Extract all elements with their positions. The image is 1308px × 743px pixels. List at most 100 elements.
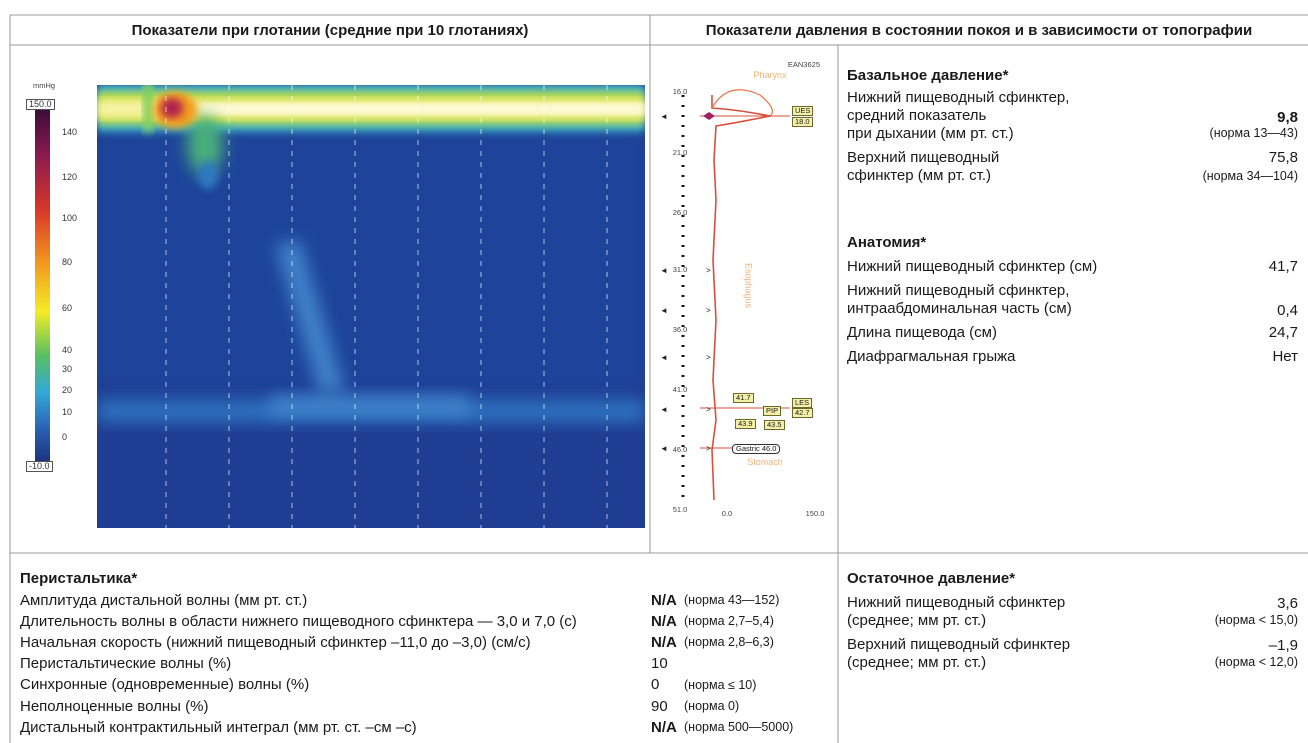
row-label: при дыхании (мм рт. ст.) bbox=[847, 126, 1014, 141]
scale-label: 150.0 bbox=[26, 99, 55, 110]
row-value: N/A bbox=[651, 720, 677, 735]
row-label: сфинктер (мм рт. ст.) bbox=[847, 168, 991, 183]
svg-text:◄: ◄ bbox=[660, 266, 668, 275]
marker-label: 42.7 bbox=[792, 408, 813, 418]
marker-label: PIP bbox=[763, 406, 781, 416]
svg-text:◄: ◄ bbox=[660, 444, 668, 453]
row-value: –1,9 bbox=[1269, 638, 1298, 653]
row-value: 10 bbox=[651, 656, 668, 671]
norm: (норма < 12,0) bbox=[1215, 656, 1298, 669]
scale-label: 80 bbox=[62, 258, 72, 267]
row-label: Неполноценные волны (%) bbox=[20, 699, 208, 714]
row-label: Начальная скорость (нижний пищеводный сф… bbox=[20, 635, 531, 650]
section-heading: Остаточное давление* bbox=[847, 571, 1015, 586]
scale-label: 40 bbox=[62, 346, 72, 355]
unit-label: mmHg bbox=[33, 82, 55, 90]
row-label: (среднее; мм рт. ст.) bbox=[847, 655, 986, 670]
svg-text:>: > bbox=[706, 266, 711, 275]
row-label: Длина пищевода (см) bbox=[847, 325, 997, 340]
row-label: Нижний пищеводный сфинктер bbox=[847, 595, 1065, 610]
marker-label: 18.0 bbox=[792, 117, 813, 127]
scale-label: 20 bbox=[62, 386, 72, 395]
row-label: Нижний пищеводный сфинктер, bbox=[847, 90, 1069, 105]
section-heading: Базальное давление* bbox=[847, 68, 1008, 83]
scale-label: 120 bbox=[62, 173, 77, 182]
depth-label: 46.0 bbox=[673, 446, 688, 454]
report: ◄ ◄ ◄ ◄ ◄ ◄ > > > > > Показатели при глотании (… bbox=[0, 0, 1308, 743]
scale-label: -10.0 bbox=[26, 461, 53, 472]
colorbar bbox=[35, 100, 50, 465]
row-value: Нет bbox=[1272, 349, 1298, 364]
norm: (норма < 15,0) bbox=[1215, 614, 1298, 627]
depth-label: 51.0 bbox=[673, 506, 688, 514]
row-label: средний показатель bbox=[847, 108, 986, 123]
svg-text:>: > bbox=[706, 353, 711, 362]
probe-id: EAN3625 bbox=[788, 61, 820, 69]
row-value: 9,8 bbox=[1277, 110, 1298, 125]
row-label: интраабдоминальная часть (см) bbox=[847, 301, 1072, 316]
row-value: 0,4 bbox=[1277, 303, 1298, 318]
marker-label: LES bbox=[792, 398, 812, 408]
row-value: 3,6 bbox=[1277, 596, 1298, 611]
svg-text:>: > bbox=[706, 306, 711, 315]
norm: (норма 43—152) bbox=[684, 594, 779, 607]
marker-label: Gastric 46.0 bbox=[732, 444, 780, 454]
region-label: Esophagus bbox=[744, 262, 753, 307]
x-label: 150.0 bbox=[806, 510, 825, 518]
scale-label: 60 bbox=[62, 304, 72, 313]
row-value: 24,7 bbox=[1269, 325, 1298, 340]
depth-label: 16.0 bbox=[673, 88, 688, 96]
row-value: 90 bbox=[651, 699, 668, 714]
scale-label: 100 bbox=[62, 214, 77, 223]
section-title: Показатели давления в состоянии покоя и … bbox=[706, 23, 1252, 38]
depth-label: 36.0 bbox=[673, 326, 688, 334]
marker-label: 41.7 bbox=[733, 393, 754, 403]
row-value: 41,7 bbox=[1269, 259, 1298, 274]
row-label: Верхний пищеводный сфинктер bbox=[847, 637, 1070, 652]
norm: (норма 2,7–5,4) bbox=[684, 615, 774, 628]
row-label: Дистальный контрактильный интеграл (мм р… bbox=[20, 720, 417, 735]
svg-text:>: > bbox=[706, 405, 711, 414]
svg-text:◄: ◄ bbox=[660, 112, 668, 121]
scale-label: 10 bbox=[62, 408, 72, 417]
row-label: Нижний пищеводный сфинктер (см) bbox=[847, 259, 1097, 274]
row-label: Амплитуда дистальной волны (мм рт. ст.) bbox=[20, 593, 307, 608]
norm: (норма 500—5000) bbox=[684, 721, 793, 734]
row-value: N/A bbox=[651, 614, 677, 629]
marker-label: 43.5 bbox=[764, 420, 785, 430]
row-label: Синхронные (одновременные) волны (%) bbox=[20, 677, 309, 692]
svg-text:◄: ◄ bbox=[660, 306, 668, 315]
row-label: (среднее; мм рт. ст.) bbox=[847, 613, 986, 628]
marker-label: UES bbox=[792, 106, 813, 116]
svg-text:>: > bbox=[706, 444, 711, 453]
row-label: Длительность волны в области нижнего пищ… bbox=[20, 614, 577, 629]
section-heading: Перистальтика* bbox=[20, 571, 137, 586]
depth-label: 21.0 bbox=[673, 149, 688, 157]
section-title: Показатели при глотании (средние при 10 … bbox=[132, 23, 529, 38]
row-value: 0 bbox=[651, 677, 659, 692]
x-label: 0.0 bbox=[722, 510, 732, 518]
section-heading: Анатомия* bbox=[847, 235, 926, 250]
depth-label: 26.0 bbox=[673, 209, 688, 217]
row-label: Перистальтические волны (%) bbox=[20, 656, 231, 671]
depth-label: 41.0 bbox=[673, 386, 688, 394]
row-label: Верхний пищеводный bbox=[847, 150, 999, 165]
norm: (норма ≤ 10) bbox=[684, 679, 756, 692]
row-value: N/A bbox=[651, 593, 677, 608]
svg-text:◄: ◄ bbox=[660, 353, 668, 362]
norm: (норма 2,8–6,3) bbox=[684, 636, 774, 649]
region-label: Stomach bbox=[747, 458, 783, 467]
pressure-heatmap bbox=[97, 82, 645, 528]
scale-label: 140 bbox=[62, 128, 77, 137]
row-label: Нижний пищеводный сфинктер, bbox=[847, 283, 1069, 298]
svg-text:◄: ◄ bbox=[660, 405, 668, 414]
row-value: 75,8 bbox=[1269, 150, 1298, 165]
norm: (норма 0) bbox=[684, 700, 739, 713]
graphics: ◄ ◄ ◄ ◄ ◄ ◄ > > > > > bbox=[0, 0, 1308, 743]
scale-label: 30 bbox=[62, 365, 72, 374]
region-label: Pharynx bbox=[753, 71, 786, 80]
scale-label: 0 bbox=[62, 433, 67, 442]
row-label: Диафрагмальная грыжа bbox=[847, 349, 1016, 364]
norm: (норма 13—43) bbox=[1210, 127, 1298, 140]
row-value: N/A bbox=[651, 635, 677, 650]
